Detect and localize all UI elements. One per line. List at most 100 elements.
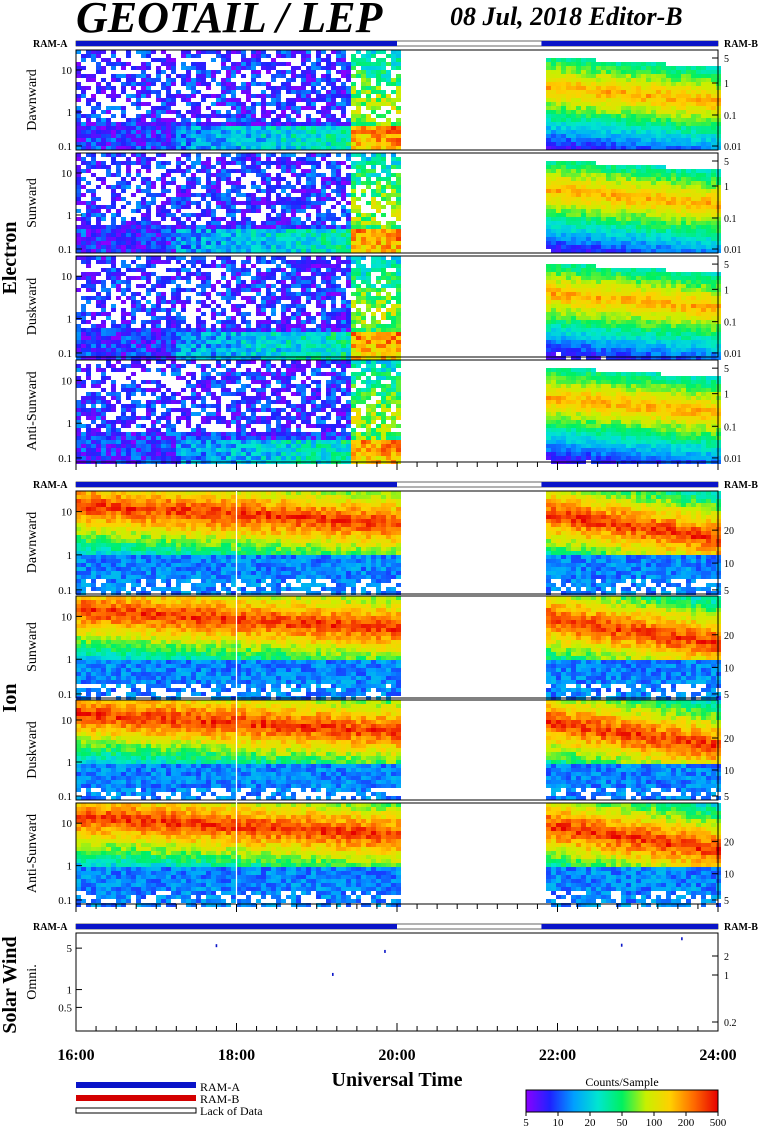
y-tick-label-right: 1 (724, 390, 729, 401)
y-tick-label-left: 0.5 (58, 1002, 72, 1014)
legend-label-ram-a: RAM-A (200, 1080, 240, 1094)
y-tick-label-left: 0.1 (58, 141, 72, 153)
solar-wind-point (681, 937, 683, 941)
panel-electron-dawnward: Dawnward 10 1 0.1 5 1 0.1 0.01 (25, 49, 742, 153)
x-tick-label: 24:00 (699, 1047, 736, 1064)
group-label-electron: Electron (0, 222, 21, 295)
direction-label: Dawnward (25, 512, 40, 573)
ram-a-bar (541, 41, 718, 46)
y-tick-label-left: 0.1 (58, 689, 72, 701)
colorbar-tick-label: 200 (678, 1117, 695, 1128)
y-tick-label-right: 1 (724, 182, 729, 193)
mode-label-right: RAM-B (724, 480, 758, 491)
panel-electron-anti-sunward: Anti-Sunward 10 1 0.1 5 1 0.1 0.01 (25, 359, 742, 465)
y-tick-label-right: 0.1 (724, 111, 737, 122)
y-tick-label-right: 5 (724, 586, 729, 597)
y-tick-label-right: 5 (724, 364, 729, 375)
y-tick-label-left: 10 (61, 271, 73, 283)
y-tick-label-left: 0.1 (58, 244, 72, 256)
direction-label: Duskward (25, 278, 40, 336)
colorbar-title: Counts/Sample (585, 1075, 658, 1089)
y-tick-label-left: 0.1 (58, 791, 72, 803)
solar-wind-point (332, 972, 334, 976)
y-tick-label-left: 10 (61, 375, 73, 387)
y-tick-label-right: 0.01 (724, 142, 742, 153)
y-tick-label-right: 20 (724, 837, 734, 848)
colorbar-tick-label: 50 (617, 1117, 629, 1128)
colorbar-tick-label: 500 (710, 1117, 727, 1128)
mode-label-right: RAM-B (724, 39, 758, 50)
date-editor-label: 08 Jul, 2018 Editor-B (450, 2, 683, 31)
panel-frame (75, 255, 719, 358)
y-tick-label-right: 0.01 (724, 245, 742, 256)
y-tick-label-left: 10 (61, 507, 73, 519)
direction-label: Sunward (25, 622, 40, 672)
ram-a-bar (76, 41, 397, 46)
y-tick-label-left: 0.1 (58, 585, 72, 597)
y-tick-label-left: 0.1 (58, 895, 72, 907)
legend-label-lack: Lack of Data (200, 1104, 263, 1118)
group-label-ion: Ion (0, 684, 21, 713)
group-label-solar-wind: Solar Wind (0, 936, 21, 1033)
panel-electron-duskward: Duskward 10 1 0.1 5 1 0.1 0.01 (25, 255, 742, 360)
panel-frame (75, 490, 719, 595)
y-tick-label-left: 10 (61, 65, 73, 77)
panel-frame (75, 152, 719, 254)
panel-ion-duskward: Duskward 10 1 0.1 20 10 5 (25, 699, 734, 803)
panel-frame (75, 595, 719, 699)
y-tick-label-right: 1 (724, 79, 729, 90)
legend-swatch-ram-b (76, 1095, 196, 1101)
colorbar-tick-label: 20 (585, 1117, 597, 1128)
y-tick-label-left: 10 (61, 715, 73, 727)
colorbar-tick-label: 100 (646, 1117, 663, 1128)
y-tick-label-left: 1 (67, 550, 73, 562)
solar-wind-point (620, 943, 623, 947)
y-tick-label-right: 10 (724, 663, 734, 674)
panel-ion-anti-sunward: Anti-Sunward 10 1 0.1 20 10 5 (25, 802, 734, 907)
direction-label: Dawnward (25, 69, 40, 130)
y-tick-label-right: 1 (724, 971, 729, 982)
y-tick-label-right: 5 (724, 157, 729, 168)
x-axis-title: Universal Time (332, 1069, 463, 1091)
legend-swatch-ram-a (76, 1082, 196, 1088)
y-tick-label-left: 10 (61, 611, 73, 623)
legend-label-ram-b: RAM-B (200, 1092, 239, 1106)
omni-label: Omni. (25, 964, 40, 999)
y-tick-label-left: 1 (67, 757, 73, 769)
y-tick-label-left: 1 (67, 861, 73, 873)
y-tick-label-left: 1 (67, 107, 73, 119)
y-tick-label-right: 20 (724, 631, 734, 642)
mode-label-right: RAM-B (724, 922, 758, 933)
y-tick-label-left: 1 (67, 418, 73, 430)
ram-a-bar (541, 924, 718, 929)
y-tick-label-right: 20 (724, 734, 734, 745)
y-tick-label-right: 0.1 (724, 214, 737, 225)
y-tick-label-left: 1 (67, 210, 73, 222)
x-tick-label: 22:00 (539, 1047, 576, 1064)
mode-label-left: RAM-A (33, 922, 68, 933)
direction-label: Anti-Sunward (25, 371, 40, 450)
y-tick-label-right: 1 (724, 285, 729, 296)
y-tick-label-right: 5 (724, 260, 729, 271)
y-tick-label-right: 5 (724, 792, 729, 803)
panel-electron-sunward: Sunward 10 1 0.1 5 1 0.1 0.01 (25, 152, 742, 256)
y-tick-label-right: 5 (724, 54, 729, 65)
y-tick-label-right: 10 (724, 766, 734, 777)
y-tick-label-left: 10 (61, 818, 73, 830)
y-tick-label-right: 10 (724, 559, 734, 570)
ram-a-bar (76, 482, 397, 487)
y-tick-label-right: 5 (724, 690, 729, 701)
y-tick-label-right: 0.01 (724, 349, 742, 360)
panel-ion-sunward: Sunward 10 1 0.1 20 10 5 (25, 595, 734, 701)
y-tick-label-right: 0.1 (724, 318, 737, 329)
panel-frame (75, 49, 719, 151)
colorbar-tick-label: 10 (553, 1117, 565, 1128)
y-tick-label-left: 1 (67, 314, 73, 326)
spectrogram-panels: Dawnward 10 1 0.1 5 1 0.1 0.01 Sunward 10 1 0.1 5 1 0.… (25, 49, 742, 912)
y-tick-label-right: 20 (724, 526, 734, 537)
panel-frame (75, 699, 719, 801)
legend-swatch-lack (75, 1107, 197, 1114)
ram-a-bar (76, 924, 397, 929)
y-tick-label-right: 0.2 (724, 1018, 737, 1029)
